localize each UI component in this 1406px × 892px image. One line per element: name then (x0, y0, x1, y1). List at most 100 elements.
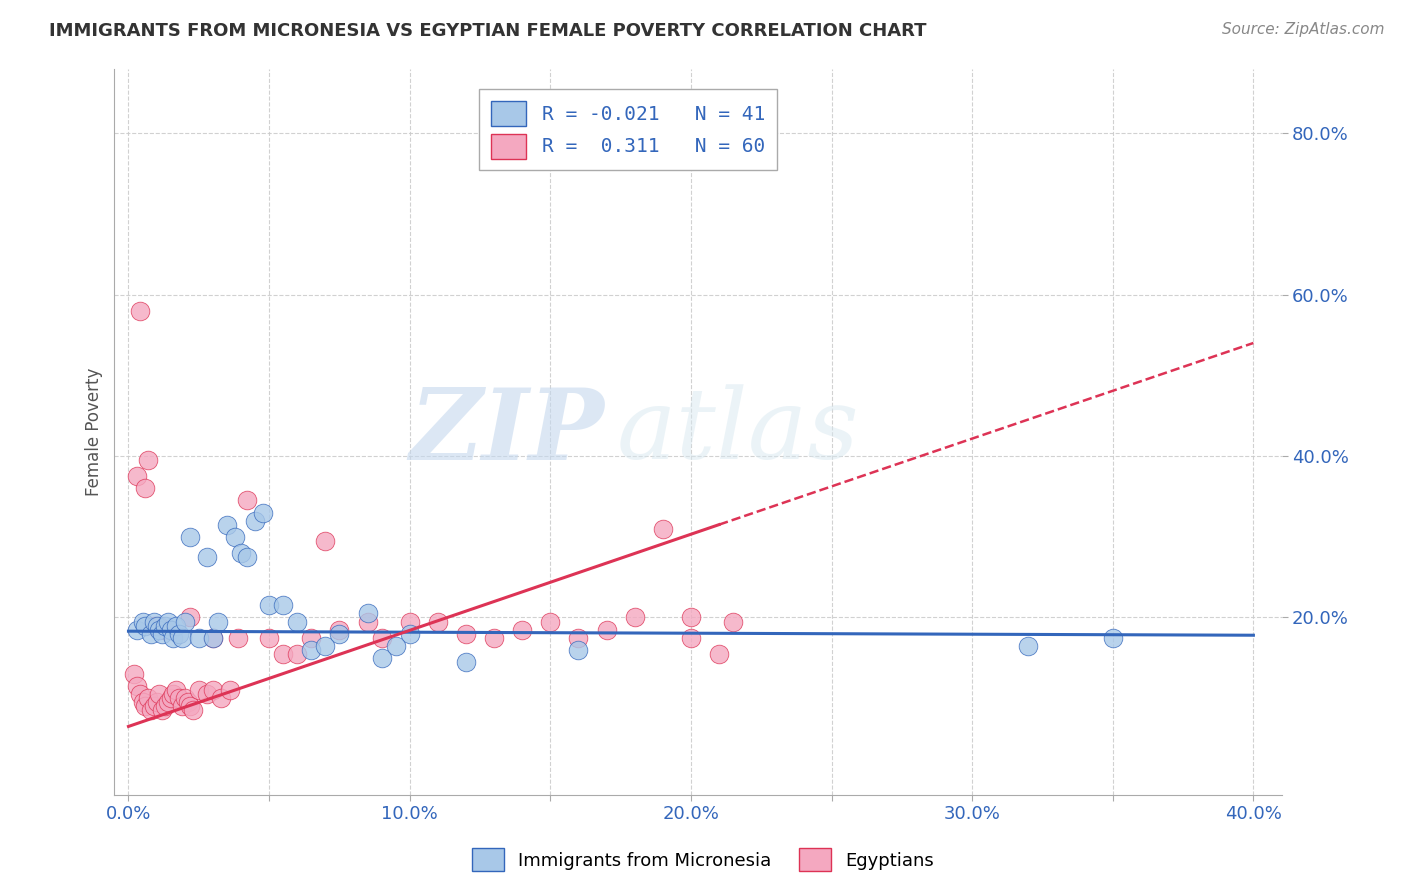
Point (136, 453, 159, 467)
Point (142, 618, 165, 632)
Point (131, 615, 153, 629)
Point (122, 667, 145, 681)
Point (173, 615, 195, 629)
Point (314, 533, 336, 548)
Point (1017, 639, 1039, 653)
Text: IMMIGRANTS FROM MICRONESIA VS EGYPTIAN FEMALE POVERTY CORRELATION CHART: IMMIGRANTS FROM MICRONESIA VS EGYPTIAN F… (49, 22, 927, 40)
Legend: Immigrants from Micronesia, Egyptians: Immigrants from Micronesia, Egyptians (464, 841, 942, 879)
Point (679, 631, 702, 645)
Point (167, 626, 190, 640)
Point (148, 687, 170, 701)
Point (271, 647, 294, 661)
Point (179, 699, 201, 714)
Point (153, 623, 176, 637)
Point (125, 469, 148, 483)
Point (482, 631, 505, 645)
Point (187, 683, 209, 698)
Point (173, 691, 195, 706)
Point (356, 615, 378, 629)
Point (651, 522, 673, 536)
Point (150, 703, 173, 717)
Point (201, 631, 224, 645)
Point (142, 615, 165, 629)
Point (271, 599, 294, 613)
Point (179, 530, 201, 544)
Point (299, 631, 322, 645)
Point (136, 691, 159, 706)
Point (426, 615, 449, 629)
Point (131, 695, 153, 709)
Point (179, 610, 201, 624)
Point (252, 506, 274, 520)
Point (370, 631, 392, 645)
Point (128, 687, 150, 701)
Point (162, 631, 184, 645)
Point (235, 493, 257, 508)
Point (218, 683, 240, 698)
Point (567, 642, 589, 657)
Point (229, 546, 252, 560)
Point (134, 699, 156, 714)
Point (235, 549, 257, 564)
Point (257, 631, 280, 645)
Point (145, 695, 167, 709)
Point (567, 631, 589, 645)
Point (150, 626, 173, 640)
Point (209, 691, 232, 706)
Point (195, 549, 218, 564)
Point (679, 610, 702, 624)
Point (181, 703, 204, 717)
Point (142, 699, 165, 714)
Point (156, 695, 179, 709)
Point (243, 514, 266, 528)
Point (285, 647, 308, 661)
Point (148, 618, 170, 632)
Legend: R = -0.021   N = 41, R =  0.311   N = 60: R = -0.021 N = 41, R = 0.311 N = 60 (479, 89, 776, 170)
Point (384, 639, 406, 653)
Point (159, 623, 181, 637)
Point (165, 618, 187, 632)
Point (356, 607, 378, 621)
Point (538, 615, 561, 629)
Point (195, 687, 218, 701)
Point (170, 699, 193, 714)
Point (707, 647, 730, 661)
Point (721, 615, 744, 629)
Point (176, 695, 198, 709)
Point (226, 631, 249, 645)
Point (1101, 631, 1123, 645)
Point (398, 615, 420, 629)
Point (370, 650, 392, 665)
Point (224, 530, 246, 544)
Point (162, 687, 184, 701)
Point (148, 623, 170, 637)
Point (153, 618, 176, 632)
Point (215, 517, 238, 532)
Point (159, 691, 181, 706)
Point (623, 610, 645, 624)
Point (125, 623, 148, 637)
Point (145, 618, 167, 632)
Point (167, 691, 190, 706)
Point (510, 623, 533, 637)
Text: atlas: atlas (616, 384, 859, 479)
Point (257, 599, 280, 613)
Text: ZIP: ZIP (409, 384, 605, 480)
Point (134, 618, 156, 632)
Point (128, 303, 150, 318)
Point (139, 626, 162, 640)
Point (454, 655, 477, 669)
Point (398, 626, 420, 640)
Point (156, 615, 179, 629)
Point (139, 703, 162, 717)
Point (153, 699, 176, 714)
Point (207, 615, 229, 629)
Point (134, 481, 156, 495)
Text: Source: ZipAtlas.com: Source: ZipAtlas.com (1222, 22, 1385, 37)
Point (328, 623, 350, 637)
Point (595, 623, 617, 637)
Point (201, 631, 224, 645)
Point (187, 631, 209, 645)
Point (314, 639, 336, 653)
Point (328, 626, 350, 640)
